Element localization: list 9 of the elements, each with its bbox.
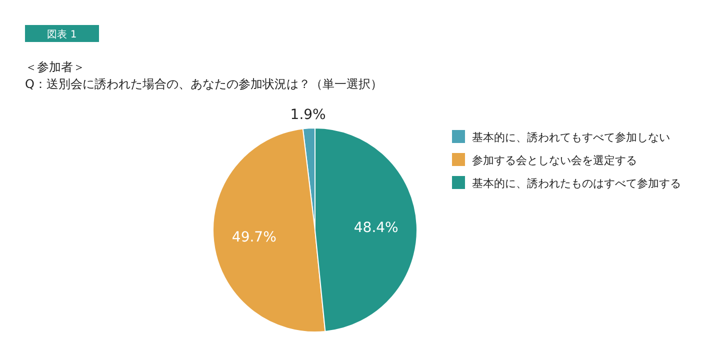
- legend-label: 参加する会としない会を選定する: [472, 154, 637, 167]
- text: Q：送別会に誘われた場合の、あなたの参加状況は？（単一選択）: [25, 77, 382, 91]
- legend-label: 基本的に、誘われたものはすべて参加する: [472, 177, 681, 190]
- title: 図表 1: [25, 25, 99, 42]
- text: ＜参加者＞: [25, 60, 85, 74]
- data-label: 48.4%: [354, 220, 398, 236]
- legend-label: 基本的に、誘われてもすべて参加しない: [472, 131, 670, 144]
- data-label: 1.9%: [290, 107, 326, 124]
- data-label: 49.7%: [232, 230, 276, 246]
